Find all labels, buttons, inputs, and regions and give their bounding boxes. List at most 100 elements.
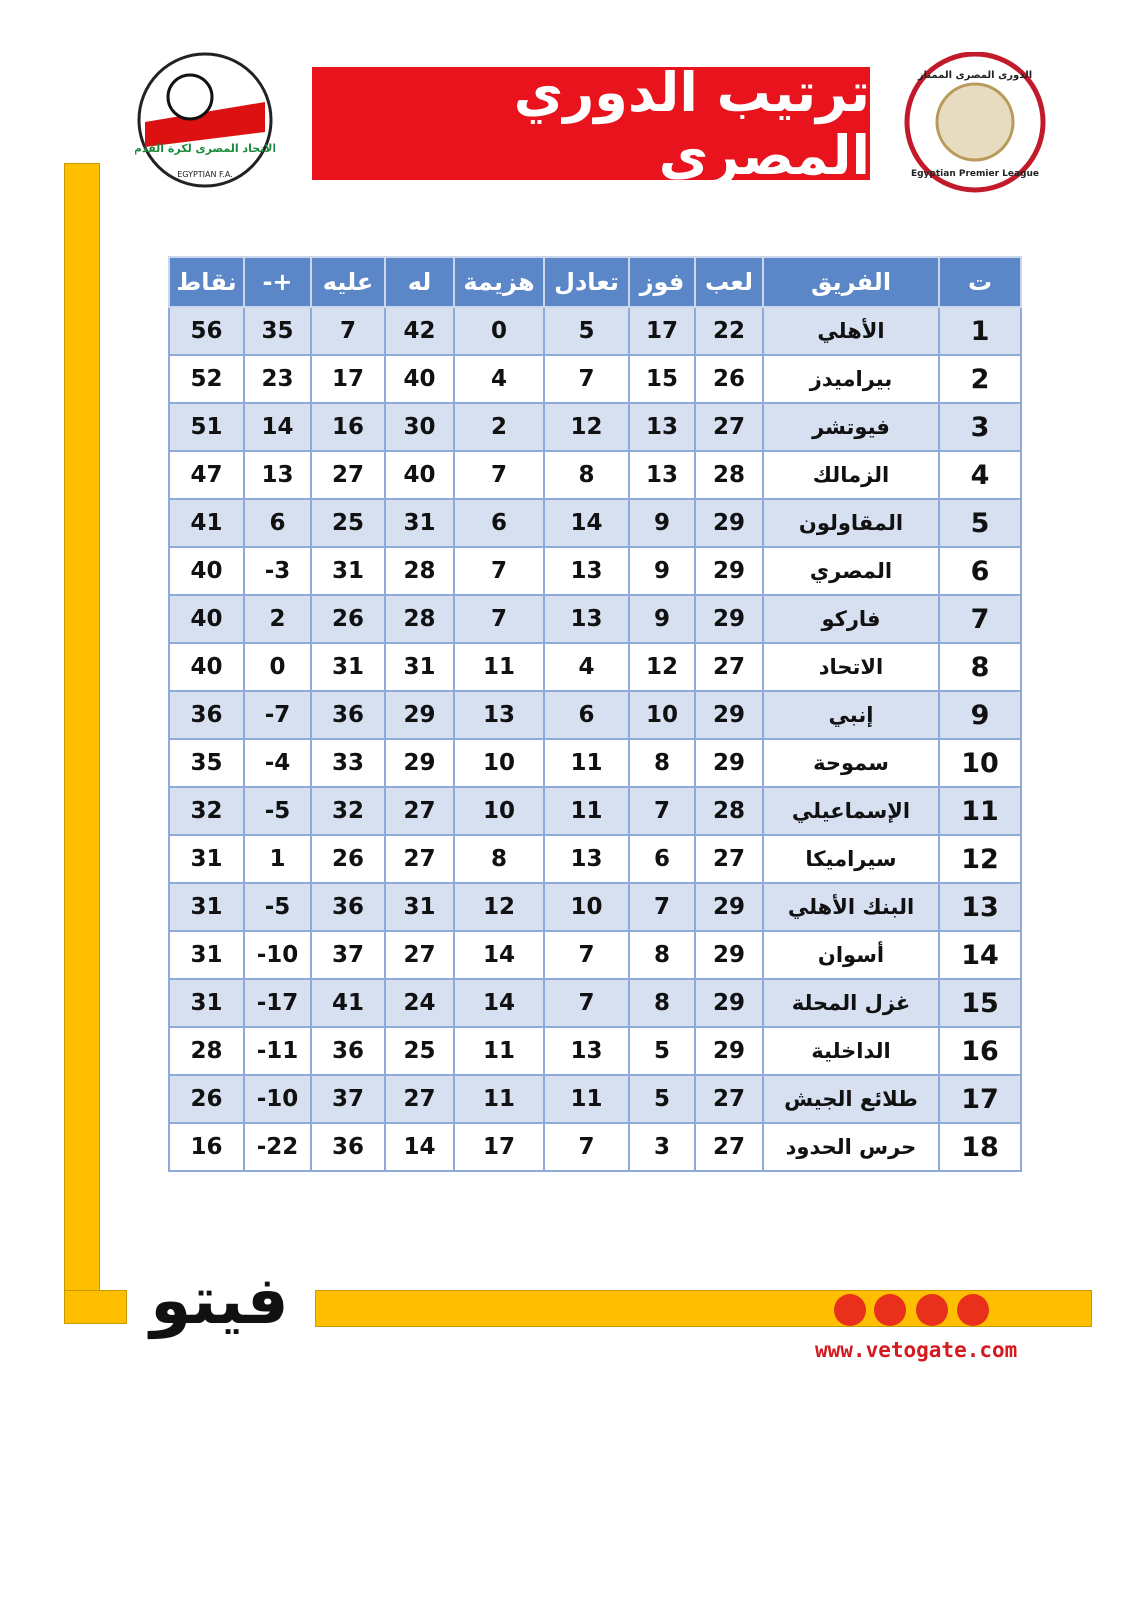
table-cell: 36 (310, 690, 386, 740)
table-cell: 7 (543, 354, 630, 404)
column-header: الفريق (762, 256, 940, 308)
team-name: طلائع الجيش (762, 1074, 940, 1124)
table-cell: 40 (384, 450, 455, 500)
table-cell: 16 (310, 402, 386, 452)
table-row: 3 فيوتشر 27 13 12 2 30 16 14 51 (168, 402, 1022, 452)
table-cell: 13 (243, 450, 312, 500)
table-cell: 8 (453, 834, 545, 884)
yellow-frame-left (64, 163, 100, 1324)
table-cell: 26 (310, 594, 386, 644)
table-cell: 7 (543, 930, 630, 980)
table-cell: 30 (384, 402, 455, 452)
table-cell: 27 (694, 834, 764, 884)
table-cell: -4 (243, 738, 312, 788)
table-row: 5 المقاولون 29 9 14 6 31 25 6 41 (168, 498, 1022, 548)
table-cell: 12 (543, 402, 630, 452)
table-cell: 2 (938, 354, 1022, 404)
table-cell: 13 (628, 450, 696, 500)
table-row: 1 الأهلي 22 17 5 0 42 7 35 56 (168, 306, 1022, 356)
team-name: سموحة (762, 738, 940, 788)
table-cell: 23 (243, 354, 312, 404)
table-row: 8 الاتحاد 27 12 4 11 31 31 0 40 (168, 642, 1022, 692)
table-cell: 7 (543, 978, 630, 1028)
team-name: غزل المحلة (762, 978, 940, 1028)
table-row: 14 أسوان 29 8 7 14 27 37 -10 31 (168, 930, 1022, 980)
table-cell: 28 (168, 1026, 245, 1076)
table-cell: -11 (243, 1026, 312, 1076)
league-logo: الدورى المصرى الممتاز Egyptian Premier L… (904, 52, 1046, 193)
table-cell: 36 (310, 1122, 386, 1172)
column-header: تعادل (543, 256, 630, 308)
table-cell: 40 (168, 546, 245, 596)
table-cell: 5 (938, 498, 1022, 548)
table-cell: 29 (694, 546, 764, 596)
column-header: هزيمة (453, 256, 545, 308)
table-cell: 10 (453, 738, 545, 788)
table-cell: 0 (453, 306, 545, 356)
table-row: 18 حرس الحدود 27 3 7 17 14 36 -22 16 (168, 1122, 1022, 1172)
table-cell: 29 (694, 738, 764, 788)
table-cell: 27 (384, 1074, 455, 1124)
logo-center (935, 82, 1015, 162)
logo-english: Egyptian Premier League (911, 169, 1039, 179)
table-cell: 13 (628, 402, 696, 452)
table-cell: 8 (543, 450, 630, 500)
table-cell: 17 (628, 306, 696, 356)
table-cell: 31 (310, 642, 386, 692)
table-cell: 31 (168, 882, 245, 932)
column-header: لعب (694, 256, 764, 308)
table-cell: 32 (168, 786, 245, 836)
table-cell: 11 (543, 786, 630, 836)
table-cell: 7 (628, 786, 696, 836)
table-cell: 27 (694, 1122, 764, 1172)
table-cell: 9 (628, 546, 696, 596)
instagram-icon (834, 1294, 866, 1326)
social-icons (834, 1294, 989, 1326)
table-cell: 41 (310, 978, 386, 1028)
table-cell: 24 (384, 978, 455, 1028)
logo-arabic: الدورى المصرى الممتاز (917, 70, 1032, 81)
table-cell: 29 (694, 882, 764, 932)
table-cell: 29 (694, 978, 764, 1028)
table-row: 6 المصري 29 9 13 7 28 31 -3 40 (168, 546, 1022, 596)
table-cell: 6 (543, 690, 630, 740)
table-cell: 14 (453, 930, 545, 980)
team-name: المقاولون (762, 498, 940, 548)
website-url: www.vetogate.com (815, 1338, 1018, 1362)
table-cell: 8 (628, 978, 696, 1028)
title: ترتيب الدوري المصري (312, 61, 870, 187)
logo-arabic: الاتحاد المصرى لكرة القدم (135, 142, 275, 155)
table-cell: -3 (243, 546, 312, 596)
flag-red (145, 102, 265, 147)
table-cell: 13 (453, 690, 545, 740)
table-row: 4 الزمالك 28 13 8 7 40 27 13 47 (168, 450, 1022, 500)
table-row: 7 فاركو 29 9 13 7 28 26 2 40 (168, 594, 1022, 644)
table-cell: 8 (628, 930, 696, 980)
table-cell: 10 (543, 882, 630, 932)
table-row: 17 طلائع الجيش 27 5 11 11 27 37 -10 26 (168, 1074, 1022, 1124)
table-cell: 31 (384, 498, 455, 548)
table-cell: 37 (310, 930, 386, 980)
table-cell: -17 (243, 978, 312, 1028)
table-cell: 9 (628, 498, 696, 548)
table-cell: 52 (168, 354, 245, 404)
table-cell: 7 (453, 546, 545, 596)
team-name: الأهلي (762, 306, 940, 356)
table-cell: 2 (243, 594, 312, 644)
table-cell: 7 (543, 1122, 630, 1172)
table-cell: 3 (938, 402, 1022, 452)
table-cell: -22 (243, 1122, 312, 1172)
table-row: 10 سموحة 29 8 11 10 29 33 -4 35 (168, 738, 1022, 788)
column-header: عليه (310, 256, 386, 308)
table-cell: 40 (168, 642, 245, 692)
team-name: أسوان (762, 930, 940, 980)
team-name: بيراميدز (762, 354, 940, 404)
table-cell: 27 (694, 1074, 764, 1124)
table-row: 13 البنك الأهلي 29 7 10 12 31 36 -5 31 (168, 882, 1022, 932)
table-cell: 4 (543, 642, 630, 692)
table-cell: 7 (453, 594, 545, 644)
table-cell: 29 (694, 930, 764, 980)
standings-table: ت الفريق لعب فوز تعادل هزيمة له عليه +- نقاط 1 الأ… (168, 256, 1022, 1172)
efa-logo: الاتحاد المصرى لكرة القدم EGYPTIAN F.A. (135, 52, 275, 188)
